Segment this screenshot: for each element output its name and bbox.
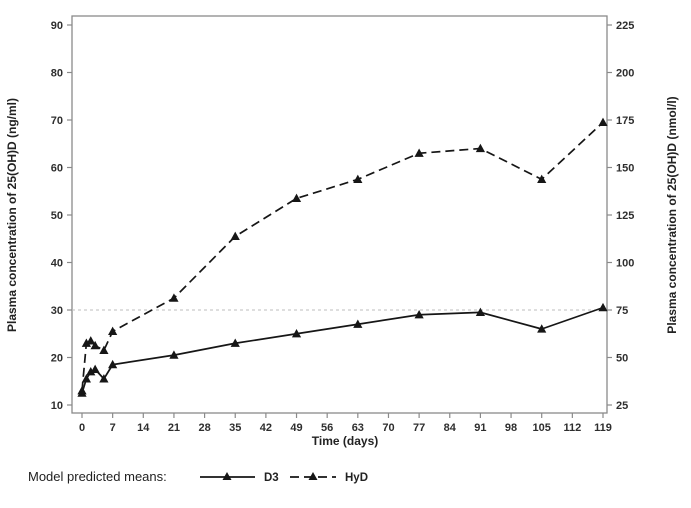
right-axis-ticks: 25 50 75 100 125 150 175 200 225 <box>607 20 634 412</box>
left-axis-title: Plasma concentration of 25(OH)D (ng/ml) <box>5 98 19 332</box>
hyd-triangle-marker-icon <box>108 326 118 335</box>
hyd-triangle-marker-icon <box>77 385 87 395</box>
d3-line <box>81 306 604 394</box>
left-tick-label: 90 <box>51 20 63 32</box>
hyd-triangle-marker-icon <box>169 293 179 302</box>
hyd-triangle-marker-icon <box>598 117 608 126</box>
left-tick-label: 70 <box>51 115 63 127</box>
x-tick-label: 42 <box>260 422 272 434</box>
x-tick-label: 56 <box>321 422 333 434</box>
x-tick-label: 63 <box>352 422 364 434</box>
d3-triangle-marker-icon <box>99 374 109 383</box>
d3-triangle-marker-icon <box>169 350 179 359</box>
d3-triangle-marker-icon <box>598 302 608 312</box>
x-tick-label: 14 <box>137 422 150 434</box>
right-tick-label: 25 <box>616 400 628 412</box>
right-tick-label: 200 <box>616 68 634 80</box>
left-tick-label: 30 <box>51 305 63 317</box>
left-tick-label: 40 <box>51 258 63 270</box>
x-axis-title: Time (days) <box>312 434 378 448</box>
x-tick-label: 70 <box>382 422 394 434</box>
right-axis-title: Plasma concentration of 25(OH)D (nmol/l) <box>665 96 679 333</box>
hyd-triangle-marker-icon <box>86 336 96 345</box>
left-axis-ticks: 10 20 30 40 50 60 70 80 90 <box>51 20 72 412</box>
plot-frame <box>71 15 608 414</box>
hyd-triangle-marker-icon <box>537 174 547 183</box>
plot-area <box>71 15 608 414</box>
x-tick-label: 84 <box>444 422 457 434</box>
d3-triangle-marker-icon <box>291 328 302 338</box>
x-axis-ticks: 0 7 14 21 28 35 42 49 56 63 70 77 84 91 98 105 112 119 <box>79 413 612 434</box>
d3-triangle-marker-icon <box>414 309 424 319</box>
legend-entry-hyd: HyD <box>290 472 368 484</box>
hyd-triangle-marker-icon <box>353 174 363 183</box>
hyd-triangle-marker-icon <box>90 340 100 350</box>
d3-triangle-marker-icon <box>108 359 118 369</box>
x-tick-label: 91 <box>474 422 486 434</box>
left-tick-label: 60 <box>51 163 63 175</box>
hyd-line <box>81 121 604 391</box>
d3-triangle-marker-icon <box>81 374 91 383</box>
hyd-triangle-marker-icon <box>414 148 424 157</box>
right-tick-label: 175 <box>616 115 634 127</box>
left-tick-label: 10 <box>51 400 63 412</box>
legend-label-hyd: HyD <box>345 472 368 484</box>
right-tick-label: 125 <box>616 210 634 222</box>
hyd-triangle-marker-icon <box>81 338 91 347</box>
d3-triangle-marker-icon <box>537 324 547 333</box>
hyd-triangle-marker-icon <box>291 193 302 202</box>
left-tick-label: 80 <box>51 68 63 80</box>
right-tick-label: 100 <box>616 258 634 270</box>
x-tick-label: 7 <box>110 422 116 434</box>
left-tick-label: 50 <box>51 210 63 222</box>
x-tick-label: 28 <box>198 422 210 434</box>
legend-label-d3: D3 <box>264 472 279 484</box>
hyd-triangle-marker-icon <box>99 345 109 354</box>
left-tick-label: 20 <box>51 353 63 365</box>
x-tick-label: 0 <box>79 422 85 434</box>
x-tick-label: 77 <box>413 422 425 434</box>
d3-triangle-marker-icon <box>475 307 486 316</box>
d3-triangle-marker-icon <box>90 364 100 373</box>
right-tick-label: 225 <box>616 20 634 32</box>
x-tick-label: 105 <box>533 422 551 434</box>
legend: Model predicted means: D3 HyD <box>28 469 368 484</box>
legend-prefix-label: Model predicted means: <box>28 469 167 484</box>
x-tick-label: 49 <box>290 422 302 434</box>
x-tick-label: 21 <box>168 422 180 434</box>
d3-triangle-marker-icon <box>86 366 96 376</box>
hyd-triangle-marker-icon <box>308 472 318 480</box>
right-tick-label: 75 <box>616 305 628 317</box>
data-series-group <box>77 117 608 397</box>
right-tick-label: 50 <box>616 353 628 365</box>
x-tick-label: 98 <box>505 422 517 434</box>
hyd-triangle-marker-icon <box>230 231 240 240</box>
d3-triangle-marker-icon <box>222 472 232 480</box>
x-tick-label: 112 <box>563 422 581 434</box>
right-tick-label: 150 <box>616 163 634 175</box>
d3-triangle-marker-icon <box>230 338 240 347</box>
x-tick-label: 119 <box>594 422 612 434</box>
x-tick-label: 35 <box>229 422 241 434</box>
legend-entry-d3: D3 <box>200 472 279 484</box>
d3-triangle-marker-icon <box>353 319 363 328</box>
hyd-triangle-marker-icon <box>475 143 486 153</box>
